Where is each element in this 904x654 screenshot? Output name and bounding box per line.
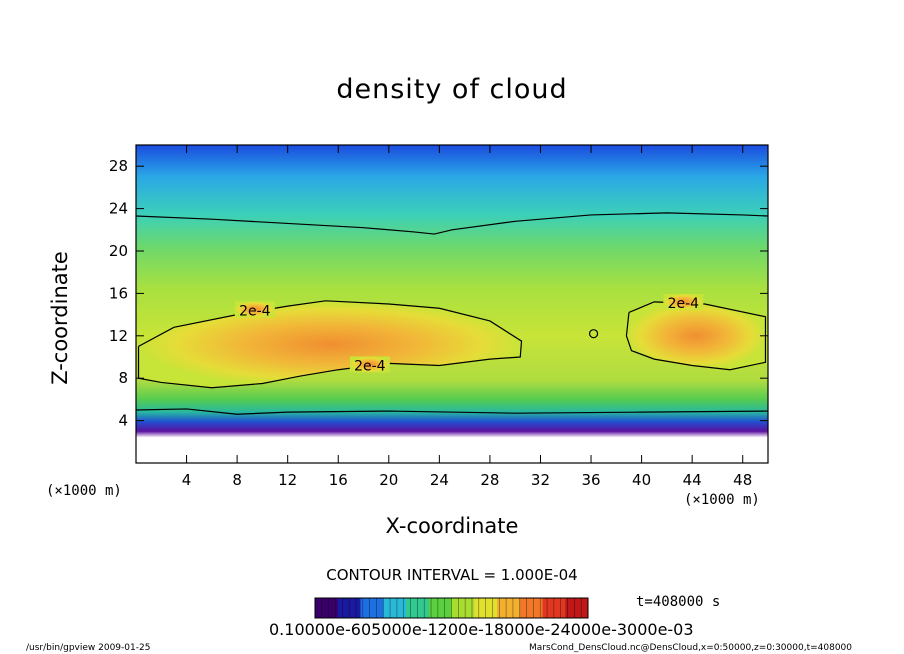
colorbar-frame <box>314 597 589 619</box>
cloud-region-main <box>138 300 522 388</box>
y-tick-label: 28 <box>109 157 128 175</box>
contour-interval: CONTOUR INTERVAL = 1.000E-04 <box>326 566 578 584</box>
y-tick-label: 4 <box>118 412 128 430</box>
colorbar-segment <box>315 598 339 618</box>
footer-left: /usr/bin/gpview 2009-01-25 <box>26 643 151 653</box>
x-tick-label: 12 <box>278 471 297 489</box>
colorbar-segment <box>519 598 543 618</box>
x-tick-label: 28 <box>480 471 499 489</box>
y-tick-label: 12 <box>109 327 128 345</box>
footer-right: MarsCond_DensCloud.nc@DensCloud,x=0:5000… <box>529 643 852 653</box>
x-unit-left: (×1000 m) <box>46 483 122 499</box>
x-tick-label: 48 <box>733 471 752 489</box>
x-tick-label: 24 <box>430 471 449 489</box>
contour-small-loop <box>588 329 599 339</box>
cloud-region-right <box>626 301 766 370</box>
colorbar-labels: 0.10000e-605000e-1200e-18000e-24000e-300… <box>269 620 694 639</box>
colorbar-segment <box>451 598 475 618</box>
contour-line-main <box>137 300 523 389</box>
colorbar-segment <box>383 598 407 618</box>
time-label: t=408000 s <box>636 594 721 610</box>
colorbar-segment <box>565 598 589 618</box>
x-tick-label: 44 <box>683 471 702 489</box>
colorbar-segment <box>360 598 384 618</box>
contour-label-bg <box>349 356 390 373</box>
x-tick-label: 8 <box>232 471 242 489</box>
x-axis-label: X-coordinate <box>385 514 519 538</box>
plot-frame <box>135 144 769 464</box>
x-tick-label: 16 <box>329 471 348 489</box>
x-tick-label: 36 <box>581 471 600 489</box>
y-tick-label: 20 <box>109 242 128 260</box>
y-tick-label: 24 <box>109 200 128 218</box>
chart-title: density of cloud <box>336 74 568 105</box>
x-tick-label: 4 <box>182 471 192 489</box>
y-axis-label: Z-coordinate <box>48 251 72 385</box>
colorbar-segment <box>428 598 452 618</box>
y-tick-label: 16 <box>109 284 128 302</box>
contour-label-bg <box>234 301 275 318</box>
contour-label: 2e-4 <box>239 303 271 319</box>
x-unit-right: (×1000 m) <box>684 492 760 508</box>
contour-line-lower <box>135 408 769 415</box>
contour-label: 2e-4 <box>354 358 386 374</box>
contour-label-bg <box>663 293 704 310</box>
y-tick-label: 8 <box>118 369 128 387</box>
x-tick-label: 40 <box>632 471 651 489</box>
contour-label: 2e-4 <box>668 296 700 312</box>
contour-line-upper <box>135 212 769 235</box>
x-tick-label: 32 <box>531 471 550 489</box>
colorbar-segment <box>497 598 521 618</box>
x-tick-label: 20 <box>379 471 398 489</box>
